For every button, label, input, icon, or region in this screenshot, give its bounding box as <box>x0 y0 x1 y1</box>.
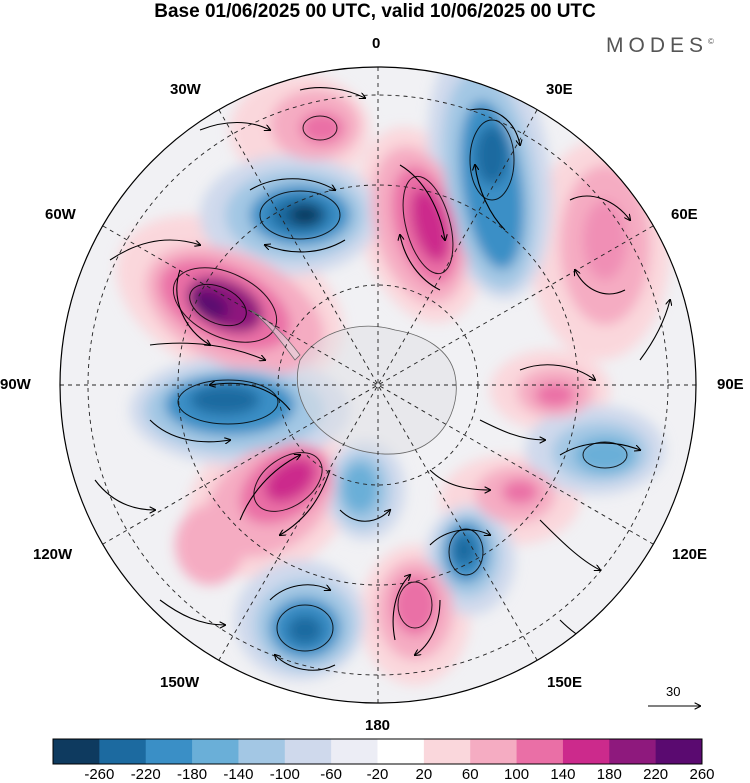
colorbar-tick-label: 140 <box>550 766 576 783</box>
lon-label-90w: 90W <box>0 376 31 393</box>
map-title: Base 01/06/2025 00 UTC, valid 10/06/2025… <box>154 1 596 22</box>
lon-label-30e: 30E <box>546 81 573 98</box>
colorbar-tick-label: 260 <box>689 766 715 783</box>
colorbar-tick-label: -180 <box>177 766 208 783</box>
lon-label-120w: 120W <box>33 546 73 563</box>
colorbar-tick-label: -140 <box>223 766 254 783</box>
colorbar-tick-label: -260 <box>84 766 115 783</box>
map-field <box>60 67 696 703</box>
brand-text: MODES <box>606 34 709 57</box>
antarctica-coastline <box>249 309 457 455</box>
reference-vector-label: 30 <box>666 684 681 699</box>
colorbar-swatch <box>53 739 100 764</box>
lon-label-30w: 30W <box>170 81 201 98</box>
lon-label-60w: 60W <box>45 206 76 223</box>
colorbar-tick-label: -20 <box>366 766 389 783</box>
wind-vectors <box>94 87 670 671</box>
colorbar-border <box>52 738 703 765</box>
map-border <box>59 66 697 704</box>
colorbar-tick-label: 180 <box>596 766 622 783</box>
colorbar-tick-label: 60 <box>461 766 479 783</box>
lon-label-150e: 150E <box>547 674 583 691</box>
colorbar-swatch <box>192 739 239 764</box>
lon-label-60e: 60E <box>671 206 698 223</box>
colorbar-swatch <box>609 739 657 764</box>
brand-mark: © <box>708 37 714 46</box>
colorbar-swatch <box>238 739 286 764</box>
modes-logo: MODES© <box>606 34 714 58</box>
colorbar-tick-label: 100 <box>504 766 530 783</box>
lon-label-150w: 150W <box>160 674 200 691</box>
colorbar-swatch <box>470 739 518 764</box>
colorbar-swatch <box>655 739 703 764</box>
colorbar-tick-label: 20 <box>415 766 433 783</box>
colorbar-swatch <box>562 739 610 764</box>
colorbar-swatch <box>377 739 425 764</box>
colorbar-swatch <box>145 739 193 764</box>
colorbar-swatch <box>516 739 564 764</box>
colorbar-tick-label: 220 <box>643 766 669 783</box>
lon-label-120e: 120E <box>672 546 708 563</box>
colorbar-tick-label: -220 <box>130 766 161 783</box>
colorbar-swatch <box>331 739 378 764</box>
colorbar-swatch <box>423 739 471 764</box>
colorbar-swatch <box>99 739 147 764</box>
lon-label-180: 180 <box>365 717 391 734</box>
colorbar-tick-label: -100 <box>269 766 300 783</box>
colorbar-tick-label: -60 <box>320 766 342 783</box>
colorbar <box>52 738 703 765</box>
lon-label-90e: 90E <box>717 376 744 393</box>
graticule <box>60 67 696 703</box>
lon-label-0: 0 <box>372 35 381 52</box>
colorbar-swatch <box>284 739 332 764</box>
